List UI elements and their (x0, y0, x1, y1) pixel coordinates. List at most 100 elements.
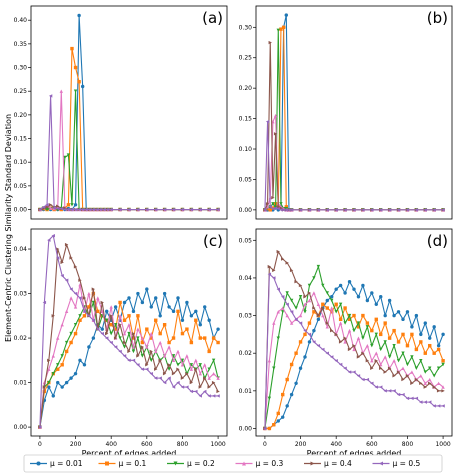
data-point (352, 347, 356, 352)
data-point (136, 336, 140, 340)
data-point (145, 207, 149, 212)
data-point (281, 25, 286, 29)
y-tick-label: 0.05 (239, 237, 253, 244)
y-tick-label: 0.01 (14, 380, 28, 387)
data-point (307, 291, 312, 295)
data-point (45, 207, 49, 212)
data-point (105, 331, 109, 336)
data-point (109, 340, 113, 345)
data-point (136, 314, 140, 318)
data-point (312, 291, 316, 295)
data-point (207, 385, 211, 389)
data-point (307, 321, 312, 325)
data-point (287, 208, 291, 212)
data-point (307, 298, 312, 303)
data-point (268, 205, 272, 209)
data-point (361, 283, 365, 288)
data-point (207, 207, 211, 212)
data-point (109, 207, 113, 212)
data-point (338, 340, 343, 344)
x-axis-label: Percent of edges added (82, 449, 177, 458)
data-point (265, 119, 270, 124)
data-point (423, 400, 427, 404)
data-point (216, 394, 220, 398)
data-point (47, 358, 51, 363)
data-point (414, 396, 419, 401)
x-tick-label: 600 (366, 441, 378, 448)
series-line (264, 273, 444, 429)
data-point (198, 394, 202, 398)
data-point (383, 340, 387, 344)
data-point (272, 423, 276, 427)
data-point (122, 345, 127, 349)
series-line (39, 90, 219, 211)
data-point (113, 327, 118, 331)
data-point (330, 310, 334, 314)
data-point (64, 349, 69, 354)
data-point (73, 305, 78, 309)
data-point (401, 332, 405, 337)
data-point (154, 376, 158, 380)
data-point (105, 207, 110, 212)
y-tick-label: 0.20 (239, 85, 253, 92)
data-point (69, 256, 73, 260)
data-point (356, 355, 361, 359)
data-point (149, 349, 153, 354)
data-point (316, 317, 321, 322)
y-tick-label: 0.10 (239, 146, 253, 153)
data-point (428, 381, 432, 386)
data-point (279, 202, 283, 206)
data-point (88, 207, 92, 212)
data-point (145, 287, 149, 291)
data-point (401, 317, 405, 322)
y-tick-label: 0.30 (14, 65, 28, 72)
data-point (73, 265, 78, 269)
data-point (127, 323, 131, 327)
data-point (82, 309, 87, 314)
data-point (343, 321, 347, 325)
data-point (113, 323, 118, 327)
data-point (189, 207, 194, 212)
data-point (78, 358, 82, 363)
data-point (441, 208, 445, 212)
data-point (361, 313, 365, 318)
data-point (410, 396, 414, 401)
data-point (56, 247, 60, 251)
data-point (109, 331, 113, 336)
data-point (136, 291, 140, 296)
y-tick-label: 0.35 (14, 41, 28, 48)
data-point (436, 381, 441, 386)
y-tick-label: 0.00 (239, 425, 253, 432)
data-point (194, 358, 198, 363)
data-point (69, 287, 73, 291)
data-point (64, 380, 69, 385)
data-point (98, 207, 103, 212)
data-point (432, 351, 436, 355)
data-point (77, 13, 81, 18)
x-tick-label: 1000 (435, 441, 450, 448)
data-point (207, 394, 211, 398)
data-point (70, 203, 74, 207)
data-point (321, 313, 325, 318)
data-point (167, 363, 171, 367)
data-point (383, 321, 387, 325)
data-point (370, 291, 374, 295)
data-point (279, 208, 283, 212)
data-point (176, 309, 180, 314)
data-point (131, 358, 136, 363)
data-point (145, 345, 149, 349)
data-point (392, 343, 396, 348)
data-point (387, 298, 392, 303)
data-point (194, 389, 198, 394)
data-point (370, 366, 374, 370)
data-point (158, 358, 162, 363)
data-point (401, 392, 405, 397)
data-point (91, 287, 96, 291)
data-point (285, 377, 289, 382)
legend-marker (36, 461, 41, 466)
data-point (289, 310, 294, 314)
data-point (379, 347, 383, 352)
data-point (294, 381, 298, 386)
data-point (194, 318, 198, 322)
data-point (176, 349, 180, 354)
